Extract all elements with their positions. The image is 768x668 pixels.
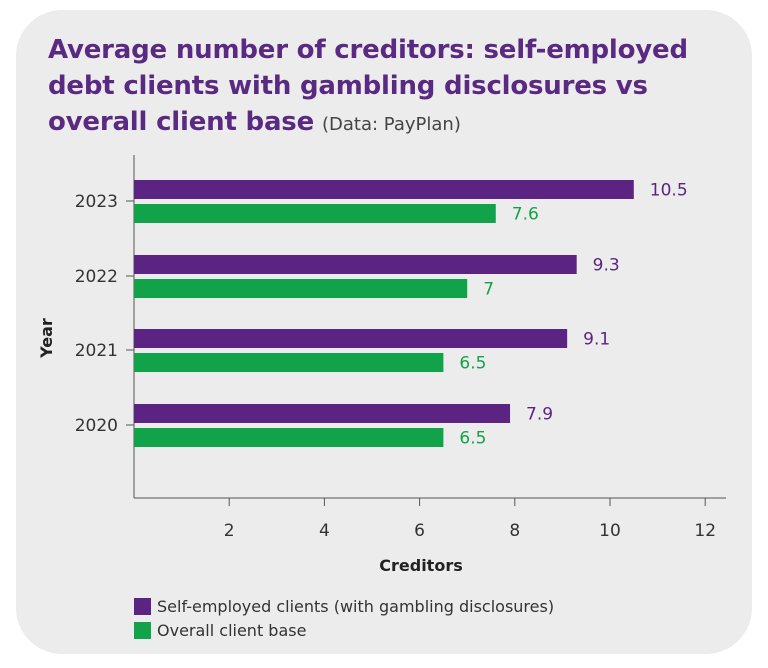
x-tick-label: 4 bbox=[319, 521, 330, 541]
data-label-self-employed: 7.9 bbox=[526, 405, 553, 425]
y-tick-label: 2023 bbox=[75, 192, 118, 212]
data-label-self-employed: 10.5 bbox=[650, 181, 688, 201]
legend: Self-employed clients (with gambling dis… bbox=[134, 594, 554, 642]
legend-label-overall: Overall client base bbox=[157, 620, 307, 640]
bar-overall bbox=[134, 428, 444, 447]
legend-item-self-employed: Self-employed clients (with gambling dis… bbox=[134, 594, 554, 618]
x-tick-label: 10 bbox=[599, 521, 621, 541]
x-tick-label: 6 bbox=[414, 521, 425, 541]
data-label-self-employed: 9.1 bbox=[583, 330, 610, 350]
bar-self-employed bbox=[134, 329, 568, 348]
y-tick-label: 2021 bbox=[75, 341, 118, 361]
x-tick-label: 2 bbox=[224, 521, 235, 541]
y-axis-label: Year bbox=[37, 318, 56, 359]
legend-swatch-self-employed bbox=[134, 597, 151, 615]
legend-swatch-overall bbox=[134, 621, 151, 639]
bar-overall bbox=[134, 353, 444, 372]
data-label-overall: 7 bbox=[483, 280, 494, 300]
data-label-self-employed: 9.3 bbox=[593, 256, 620, 276]
y-tick-label: 2020 bbox=[75, 416, 118, 436]
data-source: (Data: PayPlan) bbox=[322, 114, 461, 135]
bar-self-employed bbox=[134, 404, 511, 423]
chart-title: Average number of creditors: self-employ… bbox=[48, 32, 738, 143]
bar-self-employed bbox=[134, 255, 577, 274]
x-axis-label: Creditors bbox=[379, 556, 462, 575]
bar-overall bbox=[134, 204, 496, 223]
bar-overall bbox=[134, 279, 468, 298]
data-label-overall: 6.5 bbox=[459, 429, 486, 449]
y-tick-label: 2022 bbox=[75, 267, 118, 287]
legend-label-self-employed: Self-employed clients (with gambling dis… bbox=[157, 596, 555, 616]
bar-self-employed bbox=[134, 180, 634, 199]
data-label-overall: 6.5 bbox=[459, 354, 486, 374]
x-tick-label: 12 bbox=[694, 521, 716, 541]
data-label-overall: 7.6 bbox=[512, 205, 539, 225]
x-tick-label: 8 bbox=[509, 521, 520, 541]
title-text: Average number of creditors: self-employ… bbox=[48, 35, 688, 137]
legend-item-overall: Overall client base bbox=[134, 618, 554, 642]
